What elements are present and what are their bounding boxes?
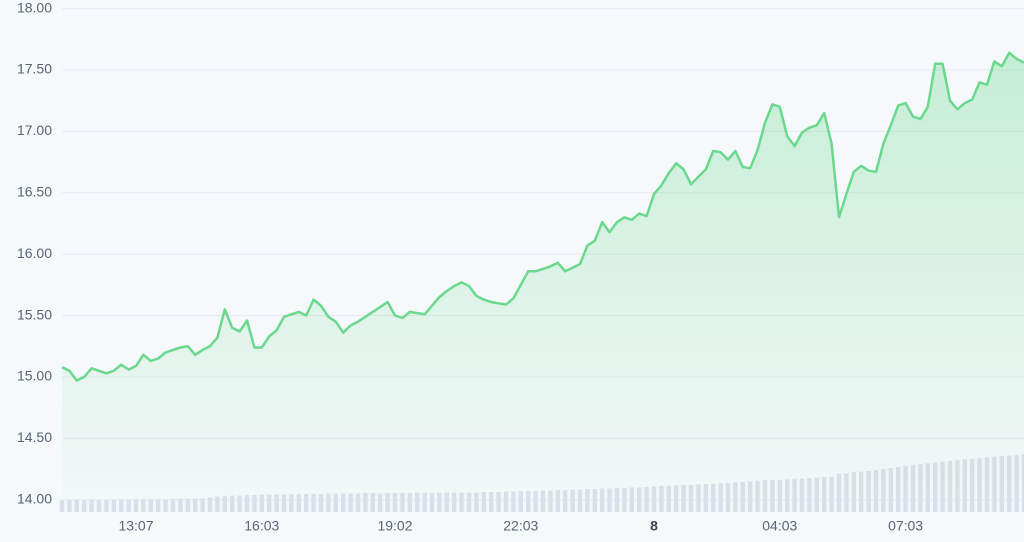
- x-tick-label: 04:03: [762, 518, 797, 534]
- x-tick-label: 8: [650, 518, 658, 534]
- y-tick-label: 14.00: [17, 490, 52, 506]
- y-tick-label: 16.00: [17, 245, 52, 261]
- y-tick-label: 16.50: [17, 183, 52, 199]
- x-tick-label: 16:03: [244, 518, 279, 534]
- x-tick-label: 19:02: [377, 518, 412, 534]
- y-tick-label: 18.00: [17, 0, 52, 15]
- y-tick-label: 17.50: [17, 61, 52, 77]
- x-tick-label: 22:03: [503, 518, 538, 534]
- x-tick-label: 13:07: [118, 518, 153, 534]
- y-tick-label: 15.00: [17, 368, 52, 384]
- area-fill: [62, 52, 1024, 513]
- price-line: [61, 51, 1024, 382]
- y-tick-label: 15.50: [17, 306, 52, 322]
- x-tick-label: 07:03: [888, 518, 923, 534]
- y-tick-label: 17.00: [17, 122, 52, 138]
- y-tick-label: 14.50: [17, 429, 52, 445]
